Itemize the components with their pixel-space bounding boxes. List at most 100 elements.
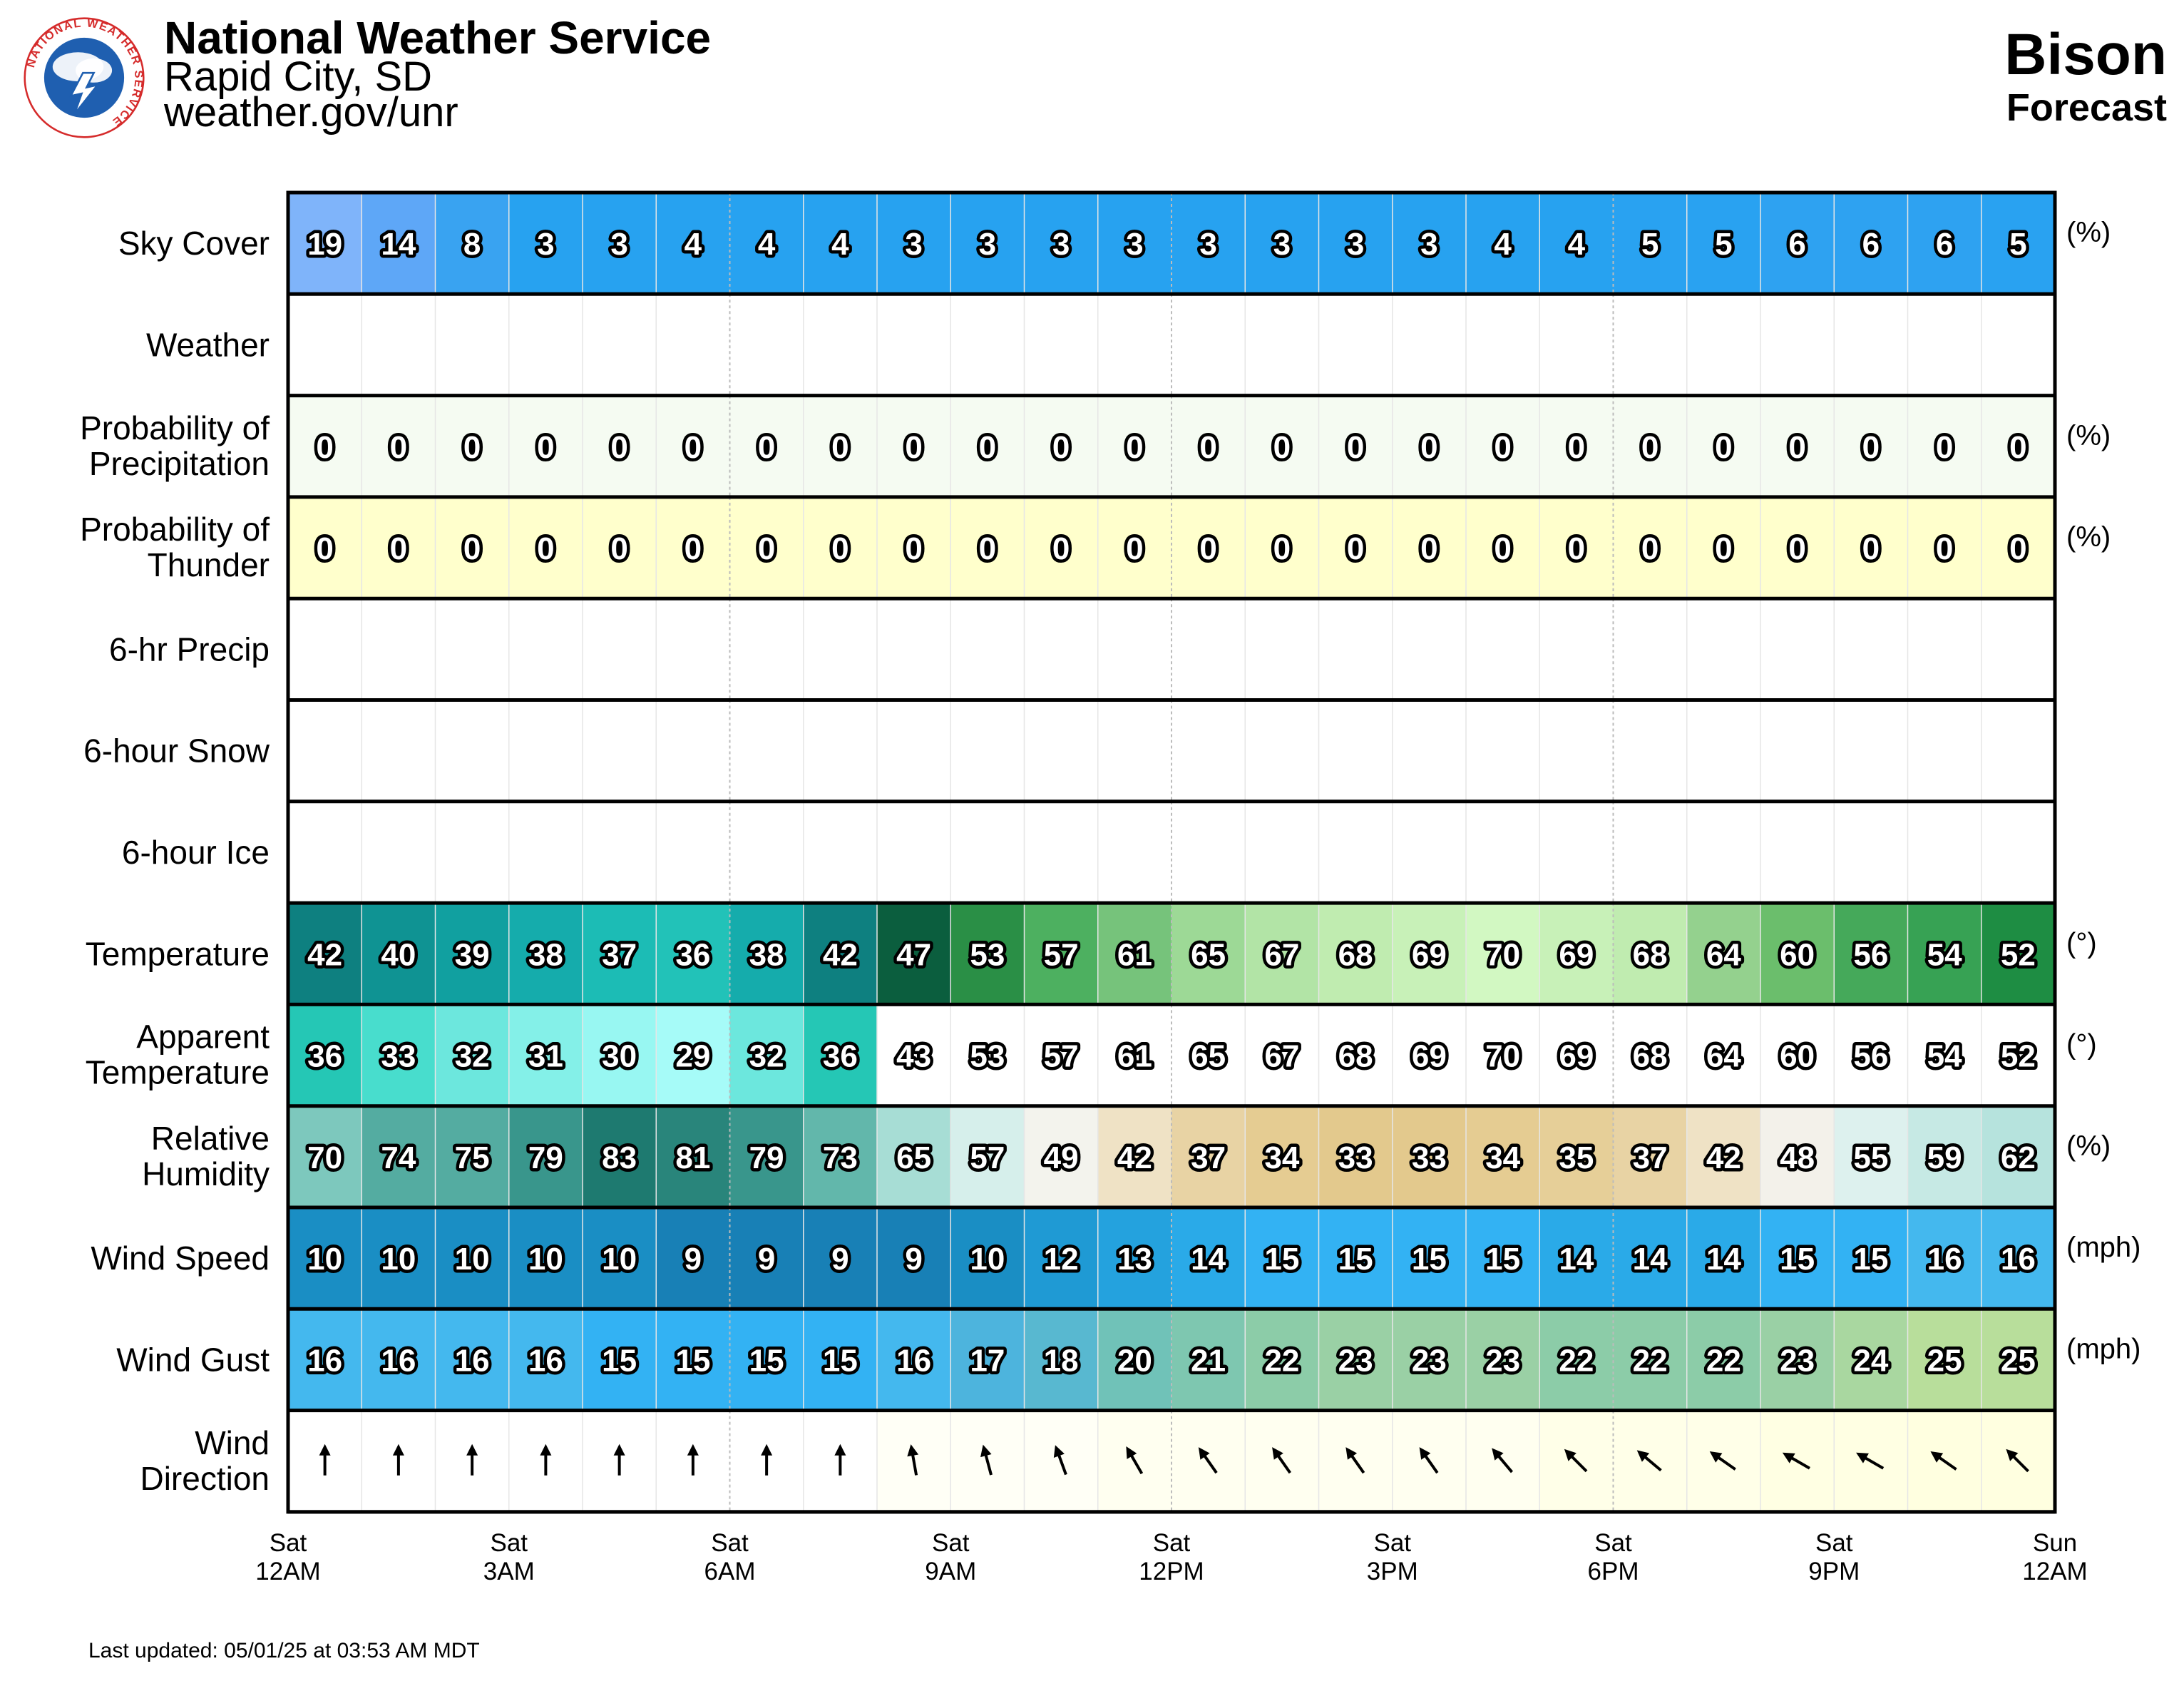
cell-bg (1172, 193, 1246, 295)
cell-value: 39 (455, 937, 490, 972)
cell-bg (803, 1207, 878, 1309)
cell-value: 0 (390, 531, 407, 566)
cell-bg (1539, 1105, 1614, 1207)
cell-value: 0 (905, 531, 922, 566)
cell-bg (435, 193, 510, 295)
x-tick-day: Sat (711, 1529, 749, 1557)
cell-value: 21 (1191, 1343, 1226, 1378)
cell-bg (362, 193, 436, 295)
cell-bg (1318, 598, 1393, 700)
cell-value: 16 (896, 1343, 931, 1378)
cell-bg (1907, 801, 1982, 904)
wind-arrow-shaft (1496, 1453, 1514, 1473)
cell-value: 16 (2001, 1242, 2036, 1277)
cell-value: 0 (610, 430, 627, 465)
wind-arrow-head (392, 1444, 404, 1456)
wind-arrow-shaft (1349, 1453, 1365, 1474)
cell-bg (1392, 294, 1467, 396)
cell-bg (877, 1004, 951, 1106)
cell-value: 3 (537, 227, 554, 262)
x-tick-time: 3AM (483, 1558, 535, 1585)
cell-value: 32 (455, 1039, 490, 1074)
cell-bg (1172, 700, 1246, 802)
wind-arrow (761, 1444, 773, 1476)
cell-value: 38 (749, 937, 784, 972)
cell-bg (362, 700, 436, 802)
cell-bg (1981, 1105, 2056, 1207)
cell-value: 15 (1485, 1242, 1520, 1277)
cell-value: 0 (831, 531, 849, 566)
cell-bg (656, 1309, 731, 1411)
cell-bg (1466, 496, 1540, 599)
cell-value: 79 (749, 1140, 784, 1175)
cell-bg (1539, 903, 1614, 1005)
cell-bg (950, 1207, 1025, 1309)
cell-value: 0 (1052, 430, 1070, 465)
cell-bg (1981, 801, 2056, 904)
cell-bg (1613, 193, 1688, 295)
cell-bg (1981, 496, 2056, 599)
row-4: 6-hr Precip (109, 598, 2056, 700)
cell-bg (288, 395, 362, 497)
cell-value: 0 (1347, 531, 1364, 566)
row-label: Direction (140, 1460, 270, 1497)
cell-bg (1834, 801, 1909, 904)
cell-bg (1907, 395, 1982, 497)
cell-bg (950, 496, 1025, 599)
cell-bg (1097, 395, 1172, 497)
cell-value: 53 (970, 1039, 1005, 1074)
cell-value: 60 (1780, 937, 1815, 972)
cell-value: 37 (1191, 1140, 1226, 1175)
row-7: Temperature (°) 42 40 39 38 37 36 38 42 47 53 57 61 65… (86, 903, 2097, 1005)
cell-bg (1760, 193, 1835, 295)
cell-value: 13 (1117, 1242, 1152, 1277)
cell-bg (1981, 1004, 2056, 1106)
cell-value: 57 (970, 1140, 1005, 1175)
cell-value: 30 (602, 1039, 637, 1074)
cell-value: 68 (1338, 1039, 1373, 1074)
cell-bg (1760, 1207, 1835, 1309)
cell-bg (583, 700, 657, 802)
wind-arrow-head (1198, 1447, 1210, 1460)
cell-value: 55 (1853, 1140, 1888, 1175)
cell-bg (1466, 598, 1540, 700)
cell-value: 15 (1338, 1242, 1373, 1277)
cell-bg (950, 193, 1025, 295)
x-tick-day: Sat (1815, 1529, 1853, 1557)
cell-bg (1466, 700, 1540, 802)
cell-value: 25 (1927, 1343, 1962, 1378)
x-tick-day: Sun (2033, 1529, 2077, 1557)
cell-bg (1539, 395, 1614, 497)
row-label: Probability of (80, 511, 270, 548)
cell-bg (362, 1309, 436, 1411)
cell-bg (1024, 801, 1099, 904)
cell-value: 0 (685, 531, 702, 566)
cell-bg (1172, 801, 1246, 904)
cell-value: 69 (1559, 937, 1594, 972)
cell-bg (508, 1105, 583, 1207)
cell-bg (656, 700, 731, 802)
cell-value: 43 (896, 1039, 931, 1074)
cell-bg (435, 395, 510, 497)
cell-bg (1539, 598, 1614, 700)
row-label: Wind Gust (116, 1341, 270, 1378)
cell-value: 8 (463, 227, 481, 262)
cell-bg (729, 598, 804, 700)
cell-bg (1024, 700, 1099, 802)
x-tick-day: Sat (1594, 1529, 1632, 1557)
cell-value: 52 (2001, 1039, 2036, 1074)
cell-bg (656, 496, 731, 599)
cell-bg (1539, 496, 1614, 599)
cell-bg (362, 1004, 436, 1106)
cell-bg (1539, 1309, 1614, 1411)
cell-value: 17 (970, 1343, 1005, 1378)
cell-bg (1172, 1004, 1246, 1106)
cell-bg (508, 598, 583, 700)
cell-bg (1760, 294, 1835, 396)
cell-value: 3 (905, 227, 922, 262)
row-unit: (°) (2066, 927, 2097, 959)
cell-value: 16 (1927, 1242, 1962, 1277)
wind-arrow-head (687, 1444, 699, 1456)
cell-bg (1613, 1309, 1688, 1411)
